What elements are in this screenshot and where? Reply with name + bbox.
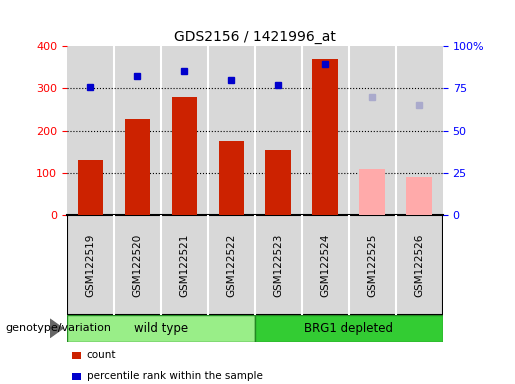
Text: genotype/variation: genotype/variation: [5, 323, 111, 333]
Text: GSM122520: GSM122520: [132, 233, 143, 296]
Text: GSM122519: GSM122519: [85, 233, 95, 297]
Bar: [208, 46, 255, 215]
Bar: [218, 141, 244, 215]
Text: GSM122526: GSM122526: [415, 233, 424, 297]
Bar: [359, 169, 385, 215]
Bar: [302, 46, 349, 215]
Bar: [313, 59, 338, 215]
Bar: [255, 315, 443, 342]
Text: GSM122525: GSM122525: [367, 233, 377, 297]
Text: GSM122523: GSM122523: [273, 233, 283, 297]
Text: count: count: [87, 350, 116, 360]
Bar: [67, 315, 255, 342]
Bar: [406, 177, 432, 215]
Text: wild type: wild type: [134, 322, 188, 335]
Title: GDS2156 / 1421996_at: GDS2156 / 1421996_at: [174, 30, 336, 44]
Polygon shape: [50, 319, 63, 338]
Bar: [349, 46, 396, 215]
Bar: [67, 46, 114, 215]
Text: GSM122521: GSM122521: [179, 233, 190, 297]
Text: percentile rank within the sample: percentile rank within the sample: [87, 371, 263, 381]
Bar: [125, 119, 150, 215]
Bar: [255, 46, 302, 215]
Bar: [266, 151, 291, 215]
Bar: [114, 46, 161, 215]
Text: GSM122524: GSM122524: [320, 233, 331, 297]
Text: GSM122522: GSM122522: [227, 233, 236, 297]
Bar: [396, 46, 443, 215]
Bar: [78, 160, 104, 215]
Bar: [161, 46, 208, 215]
Bar: [171, 97, 197, 215]
Text: BRG1 depleted: BRG1 depleted: [304, 322, 393, 335]
